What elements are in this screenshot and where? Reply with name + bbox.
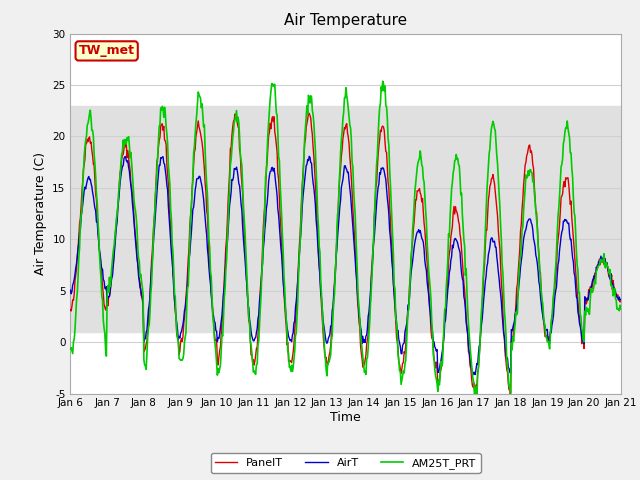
- PanelT: [133, 251, 141, 256]
- PanelT: [617, 299, 625, 304]
- AM25T_PRT: [617, 306, 625, 312]
- AM25T_PRT: [413, 165, 421, 171]
- AirT: [413, 229, 421, 235]
- AM25T_PRT: [218, 332, 226, 337]
- AM25T_PRT: [379, 78, 387, 84]
- Title: Air Temperature: Air Temperature: [284, 13, 407, 28]
- AM25T_PRT: [67, 346, 74, 352]
- Bar: [70, 106, 621, 332]
- AirT: [617, 297, 625, 302]
- Y-axis label: Air Temperature (C): Air Temperature (C): [34, 152, 47, 275]
- AM25T_PRT: [429, 351, 437, 357]
- Line: PanelT: PanelT: [70, 113, 621, 400]
- AM25T_PRT: [189, 171, 196, 177]
- AirT: [470, 372, 477, 377]
- PanelT: [218, 320, 226, 326]
- PanelT: [413, 188, 421, 193]
- AirT: [218, 312, 226, 318]
- AM25T_PRT: [473, 394, 481, 400]
- Legend: PanelT, AirT, AM25T_PRT: PanelT, AirT, AM25T_PRT: [211, 453, 481, 473]
- AM25T_PRT: [77, 220, 84, 226]
- X-axis label: Time: Time: [330, 411, 361, 424]
- PanelT: [507, 397, 515, 403]
- AirT: [189, 206, 196, 212]
- AirT: [429, 338, 437, 344]
- AirT: [305, 154, 313, 159]
- AirT: [133, 256, 141, 262]
- AirT: [77, 227, 84, 233]
- Text: TW_met: TW_met: [79, 44, 134, 58]
- AM25T_PRT: [133, 226, 141, 232]
- AirT: [67, 287, 74, 293]
- Line: AirT: AirT: [70, 156, 621, 374]
- PanelT: [429, 343, 437, 349]
- Line: AM25T_PRT: AM25T_PRT: [70, 81, 621, 397]
- PanelT: [305, 110, 312, 116]
- PanelT: [77, 216, 84, 221]
- PanelT: [189, 178, 196, 183]
- PanelT: [67, 307, 74, 312]
